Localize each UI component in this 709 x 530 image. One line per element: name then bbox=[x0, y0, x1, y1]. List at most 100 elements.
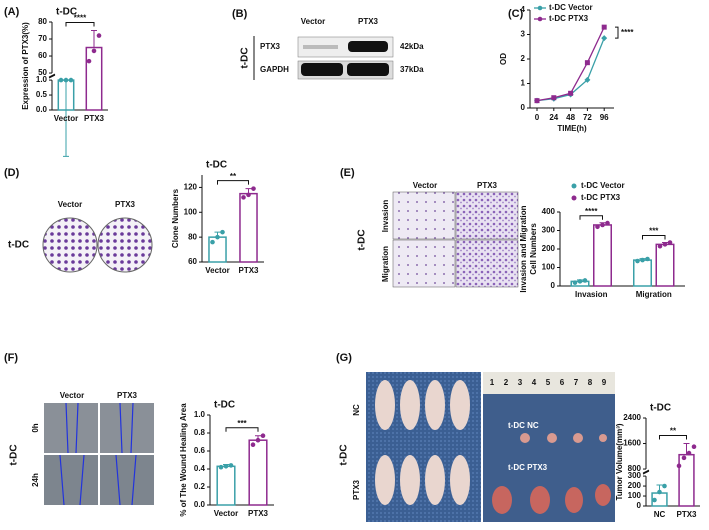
y-tick-label: 50 bbox=[38, 68, 47, 77]
image bbox=[44, 455, 98, 505]
size-label: 37kDa bbox=[400, 65, 424, 74]
y-tick-label: 70 bbox=[38, 34, 47, 43]
significance: *** bbox=[649, 227, 659, 236]
bar bbox=[593, 224, 612, 287]
data-point bbox=[601, 24, 607, 30]
panel-label: (B) bbox=[232, 8, 248, 20]
ruler-number: 6 bbox=[560, 378, 565, 387]
y-tick-label: 80 bbox=[188, 232, 197, 241]
column-label: Vector bbox=[58, 200, 82, 209]
row-label: NC bbox=[352, 404, 361, 416]
data-point bbox=[223, 464, 229, 469]
band bbox=[347, 63, 389, 76]
y-tick-label: 1.0 bbox=[36, 75, 48, 84]
x-tick-label: Migration bbox=[636, 290, 672, 299]
column-label: PTX3 bbox=[117, 391, 138, 400]
data-point bbox=[63, 77, 69, 83]
bar bbox=[248, 439, 268, 506]
size-label: 42kDa bbox=[400, 42, 424, 51]
panel-label: (G) bbox=[336, 352, 352, 364]
image bbox=[455, 191, 519, 240]
ruler-number: 8 bbox=[588, 378, 593, 387]
panel-label: (E) bbox=[340, 167, 355, 179]
legend-label: t-DC PTX3 bbox=[581, 193, 621, 202]
bar bbox=[85, 46, 103, 111]
y-tick-label: 2400 bbox=[623, 413, 641, 422]
x-tick-label: 24 bbox=[549, 113, 558, 122]
group-label: t-DC bbox=[240, 47, 251, 68]
y-tick-label: 200 bbox=[628, 481, 642, 490]
bar bbox=[655, 243, 675, 287]
y-tick-label: 60 bbox=[188, 257, 197, 266]
significance: ** bbox=[230, 172, 237, 181]
chart-title: t-DC bbox=[206, 160, 227, 171]
y-tick-label: 0 bbox=[551, 281, 556, 290]
dish bbox=[97, 217, 153, 273]
legend-marker bbox=[571, 183, 577, 189]
y-axis-label: Invasion and Migration bbox=[519, 205, 528, 292]
data-point bbox=[681, 455, 687, 461]
data-point bbox=[577, 279, 583, 284]
band bbox=[303, 45, 338, 49]
data-point bbox=[676, 463, 682, 469]
row-label: 0h bbox=[31, 423, 40, 432]
row-label: GAPDH bbox=[260, 65, 289, 74]
column-label: PTX3 bbox=[358, 17, 379, 26]
data-point bbox=[228, 463, 234, 468]
y-axis-label: Expression of PTX3(%) bbox=[21, 22, 30, 110]
significance: **** bbox=[585, 207, 598, 216]
x-tick-label: 48 bbox=[566, 113, 575, 122]
x-tick-label: PTX3 bbox=[248, 509, 269, 518]
data-point bbox=[662, 242, 668, 247]
y-tick-label: 1.0 bbox=[194, 410, 206, 419]
y-tick-label: 0 bbox=[637, 501, 642, 510]
y-tick-label: 120 bbox=[184, 183, 198, 192]
panel-label: (F) bbox=[4, 352, 18, 364]
y-tick-label: 100 bbox=[184, 207, 198, 216]
data-point bbox=[635, 258, 640, 264]
y-tick-label: 0.2 bbox=[194, 482, 206, 491]
data-point bbox=[220, 229, 225, 235]
image bbox=[392, 191, 456, 240]
ruler-number: 7 bbox=[574, 378, 579, 387]
data-point bbox=[582, 278, 588, 283]
data-point bbox=[218, 464, 224, 470]
group-label: t-DC bbox=[339, 444, 350, 465]
y-tick-label: 800 bbox=[628, 464, 642, 473]
data-point bbox=[534, 98, 540, 104]
y-tick-label: 3 bbox=[521, 30, 526, 39]
ruler-number: 9 bbox=[602, 378, 607, 387]
y-tick-label: 100 bbox=[628, 491, 642, 500]
wound-edge bbox=[59, 402, 137, 506]
y-tick-label: 100 bbox=[542, 263, 556, 272]
error-bar bbox=[91, 30, 97, 48]
y-tick-label: 4 bbox=[521, 5, 526, 14]
x-tick-label: Vector bbox=[54, 114, 78, 123]
chart-title: t-DC bbox=[650, 403, 671, 414]
chart-title: t-DC bbox=[214, 400, 235, 411]
data-point bbox=[58, 77, 64, 83]
significance-bracket bbox=[217, 180, 249, 185]
y-tick-label: 300 bbox=[542, 226, 556, 235]
y-tick-label: 0.0 bbox=[36, 105, 48, 114]
y-tick-label: 300 bbox=[628, 471, 642, 480]
data-point bbox=[246, 192, 251, 198]
data-point bbox=[255, 437, 261, 443]
data-point bbox=[96, 33, 102, 38]
panel-label: (C) bbox=[508, 8, 524, 20]
data-point bbox=[691, 444, 697, 450]
column-label: PTX3 bbox=[477, 181, 498, 190]
x-tick-label: NC bbox=[654, 510, 666, 519]
y-tick-label: 200 bbox=[542, 244, 556, 253]
data-point bbox=[645, 256, 650, 262]
y-axis-label: % of The Wound Healing Area bbox=[179, 403, 188, 517]
y-tick-label: 400 bbox=[542, 207, 556, 216]
data-point bbox=[250, 442, 256, 448]
data-point bbox=[595, 224, 600, 230]
data-point bbox=[568, 90, 574, 96]
ruler bbox=[483, 372, 615, 394]
band bbox=[301, 63, 343, 76]
row-label: 24h bbox=[31, 473, 40, 487]
x-tick-label: 96 bbox=[600, 113, 609, 122]
significance: ** bbox=[670, 427, 677, 436]
